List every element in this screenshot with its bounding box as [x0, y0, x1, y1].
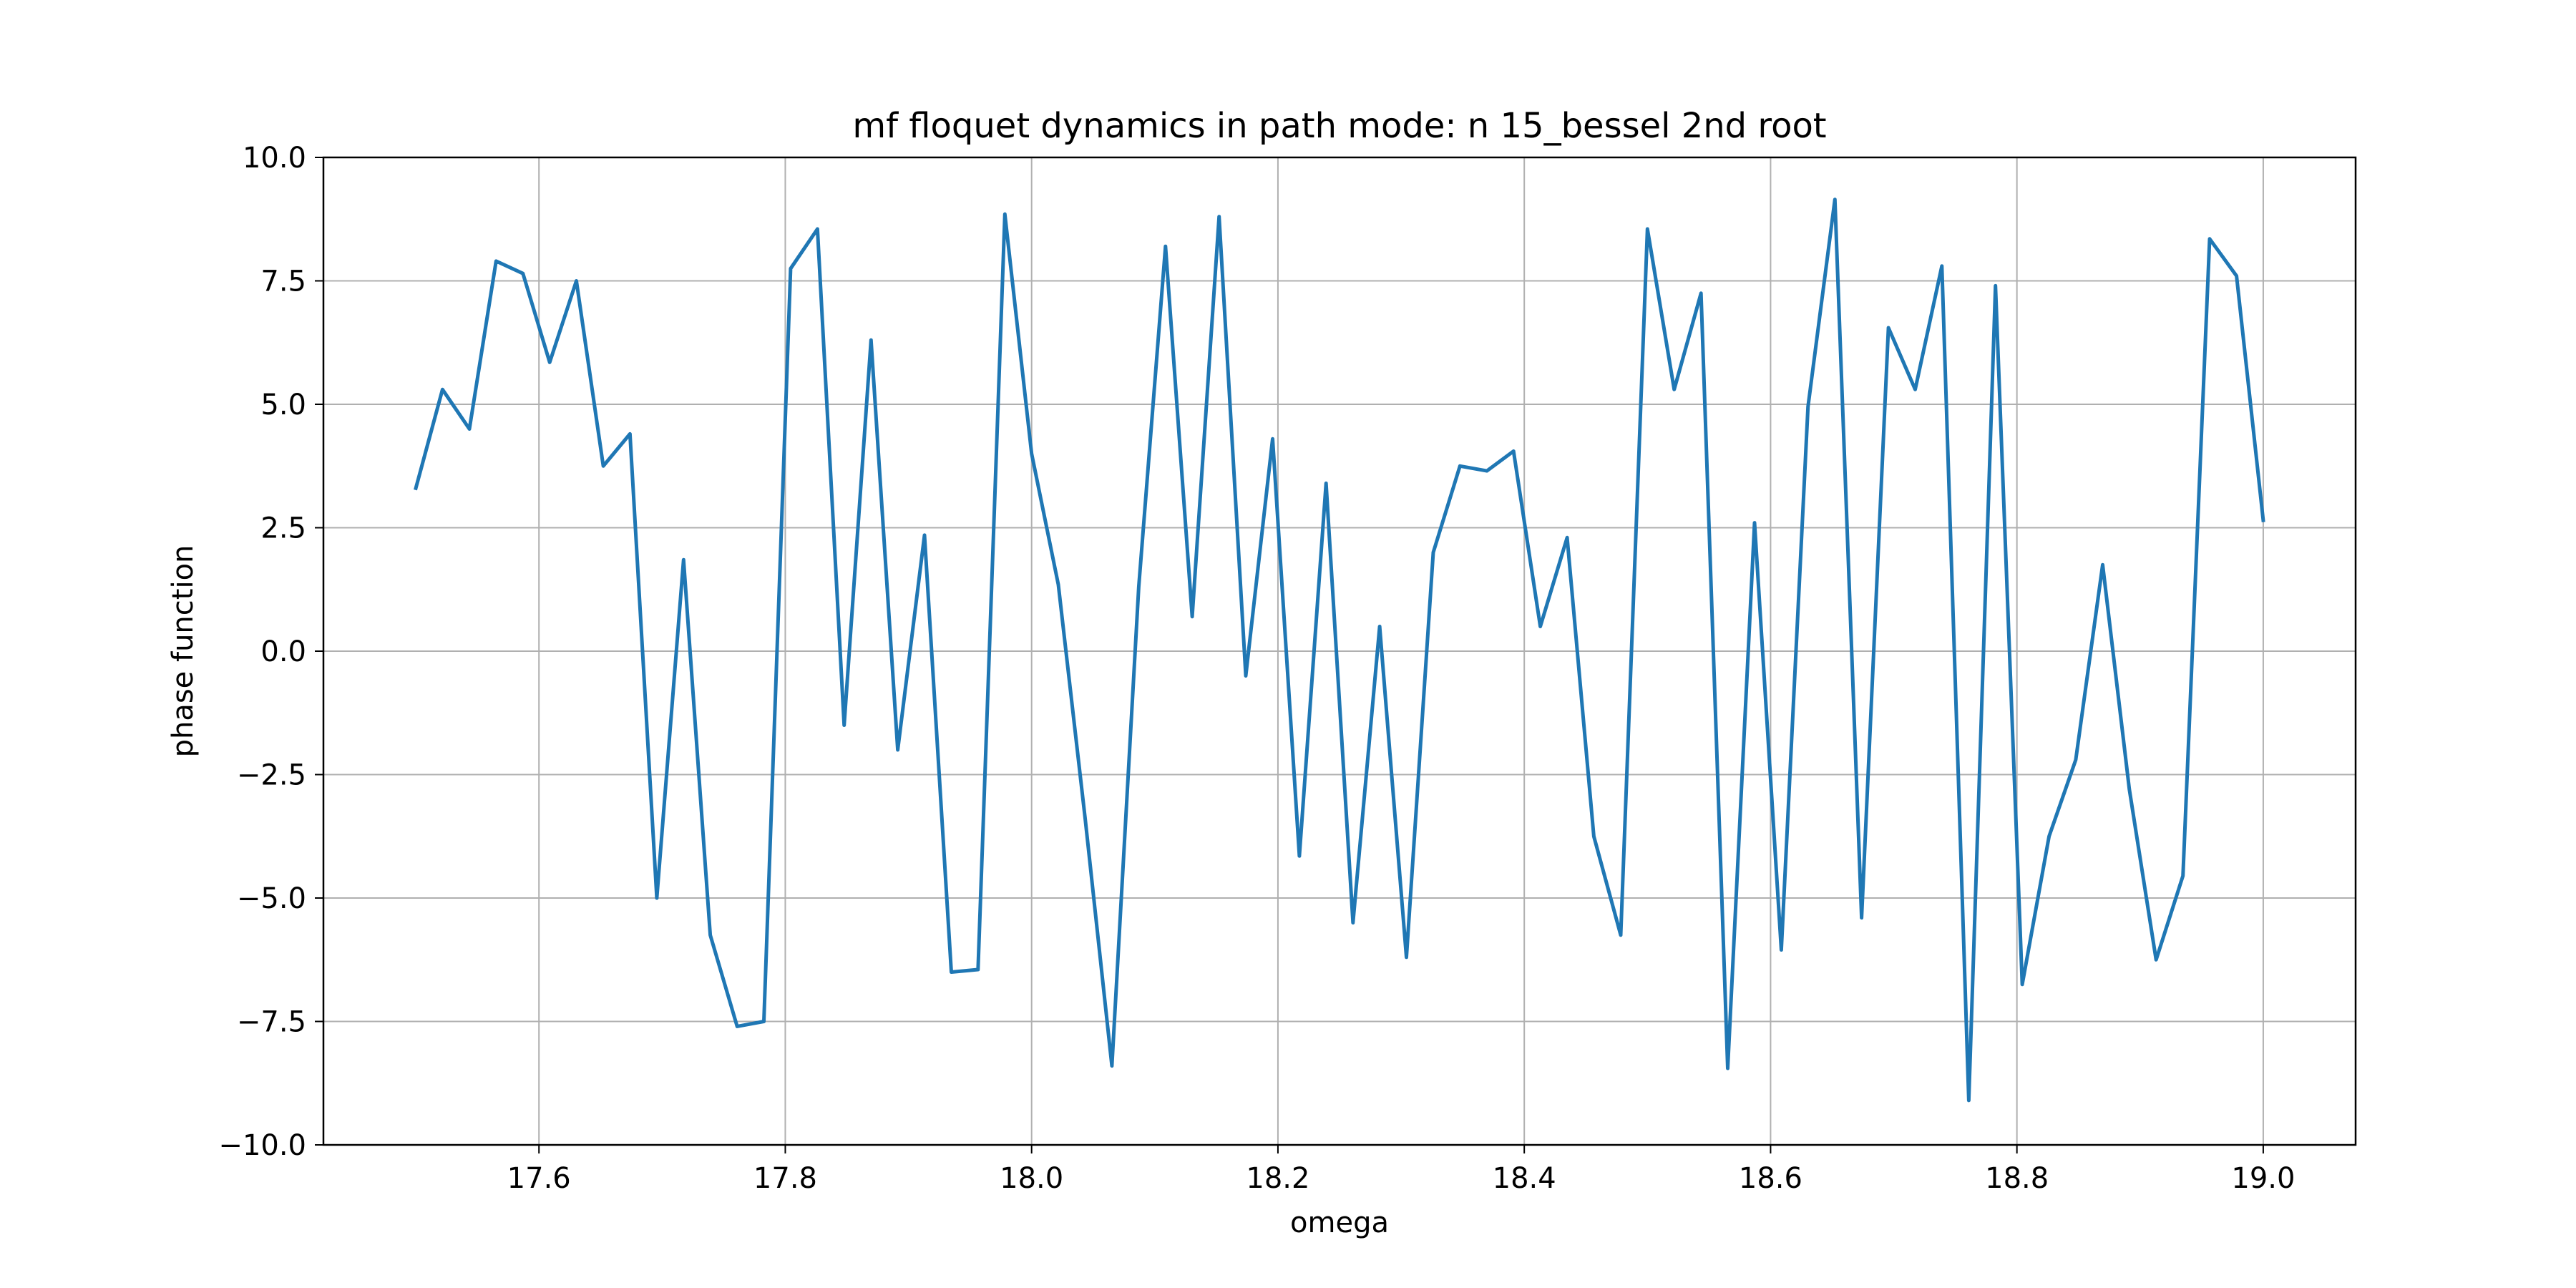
series-line	[414, 197, 2265, 1103]
y-tick-label: 5.0	[260, 389, 306, 421]
y-tick-label: −2.5	[237, 759, 306, 792]
y-tick-label: −10.0	[218, 1129, 306, 1162]
y-tick-label: 0.0	[260, 635, 306, 668]
y-axis-label: phase function	[167, 545, 200, 758]
x-tick-label: 18.0	[1000, 1162, 1063, 1195]
x-tick-label: 17.6	[507, 1162, 571, 1195]
x-tick-label: 19.0	[2231, 1162, 2295, 1195]
x-tick-label: 18.8	[1985, 1162, 2049, 1195]
y-axis-ticks: 10.0 7.5 5.0 2.5 0.0 −2.5 −5.0 −7.5 −10.0	[218, 142, 323, 1162]
x-tick-label: 17.8	[753, 1162, 817, 1195]
x-axis-ticks: 17.6 17.8 18.0 18.2 18.4 18.6 18.8 19.0	[507, 1145, 2295, 1195]
y-tick-label: 2.5	[260, 512, 306, 545]
x-axis-label: omega	[1290, 1206, 1389, 1239]
y-tick-label: 7.5	[260, 265, 306, 298]
chart-title: mf floquet dynamics in path mode: n 15_b…	[852, 106, 1826, 146]
x-tick-label: 18.6	[1739, 1162, 1802, 1195]
x-tick-label: 18.2	[1246, 1162, 1309, 1195]
series-layer	[414, 197, 2265, 1103]
y-tick-label: −7.5	[237, 1006, 306, 1039]
y-tick-label: −5.0	[237, 882, 306, 915]
x-tick-label: 18.4	[1493, 1162, 1556, 1195]
y-tick-label: 10.0	[243, 142, 306, 175]
